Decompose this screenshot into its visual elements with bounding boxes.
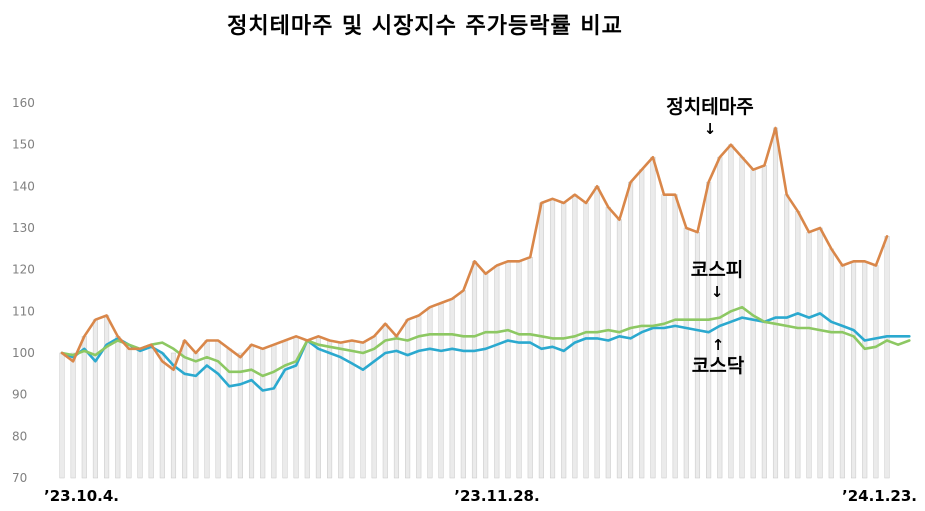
annotation-arrow: ↑ [712, 336, 725, 354]
grid-bar [315, 336, 321, 479]
grid-bar [360, 342, 366, 479]
grid-bar [260, 348, 266, 479]
grid-bar [204, 340, 210, 479]
grid-bar [427, 306, 433, 479]
grid-bar [438, 302, 444, 479]
grid-bar [193, 352, 199, 479]
series-line [60, 312, 911, 392]
grid-bar [81, 336, 87, 479]
grid-bar [661, 194, 667, 479]
grid-bar [382, 323, 388, 479]
y-tick-label: 120 [12, 263, 35, 277]
x-tick-label: ’23.10.4. [44, 487, 119, 505]
grid-bar [271, 344, 277, 479]
grid-bar [59, 352, 65, 479]
grid-bar [304, 340, 310, 479]
y-tick-label: 90 [12, 388, 27, 402]
grid-bar [248, 344, 255, 479]
annotation-arrow: ↓ [711, 283, 724, 301]
annotation-label: 코스피 [691, 259, 743, 281]
grid-bar [282, 340, 288, 479]
grid-bar [159, 352, 165, 479]
grid-bar [104, 315, 110, 479]
grid-bar [483, 273, 489, 479]
annotation-label: 정치테마주 [666, 96, 753, 118]
y-tick-label: 140 [12, 179, 35, 193]
grid-bar [516, 261, 522, 479]
annotation-arrow: ↓ [704, 120, 717, 138]
grid-bar [784, 194, 790, 479]
grid-bar [338, 342, 344, 479]
grid-bar [126, 348, 132, 479]
grid-bar [115, 336, 121, 479]
grid-bar [628, 181, 634, 479]
y-tick-label: 160 [12, 96, 35, 110]
annotations: 정치테마주 ↓ 코스피 ↓ 코스닥↑ [666, 96, 753, 377]
annotation-label: 코스닥 [692, 355, 745, 377]
vertical-grid-bars [59, 127, 890, 479]
grid-bar [449, 298, 455, 479]
grid-bar [828, 248, 834, 479]
chart-title: 정치테마주 및 시장지수 주가등락률 비교 [227, 14, 623, 39]
grid-bar [92, 319, 98, 479]
grid-bar [806, 231, 812, 479]
series-lines [60, 126, 911, 392]
grid-bar [137, 348, 143, 479]
grid-bar [226, 348, 232, 479]
grid-bar [182, 340, 188, 479]
grid-bar [839, 265, 845, 479]
grid-bar [862, 261, 868, 479]
grid-bar [527, 256, 533, 479]
grid-bar [561, 202, 567, 479]
grid-bar [405, 319, 411, 479]
grid-bar [616, 219, 622, 479]
grid-bar [884, 236, 890, 479]
x-tick-label: ’23.11.28. [454, 487, 539, 505]
grid-bar [471, 261, 478, 479]
y-tick-label: 80 [12, 429, 27, 443]
grid-bar [817, 227, 823, 479]
y-tick-label: 100 [12, 346, 35, 360]
grid-bar [538, 202, 544, 479]
grid-bar [851, 261, 857, 479]
grid-bar [327, 340, 333, 479]
grid-bar [605, 206, 611, 479]
y-tick-label: 70 [12, 471, 27, 485]
grid-bar [683, 227, 689, 479]
x-axis: ’23.10.4. ’23.11.28. ’24.1.23. [44, 487, 917, 505]
y-axis: 70 80 90 100 110 120 130 140 150 160 [12, 96, 35, 485]
grid-bar [795, 211, 801, 479]
grid-bar [650, 156, 656, 479]
grid-bar [873, 265, 879, 479]
grid-bar [70, 352, 76, 479]
series-line [60, 305, 911, 378]
grid-bar [672, 194, 678, 479]
grid-bar [505, 261, 511, 479]
y-tick-label: 130 [12, 221, 35, 235]
series-line [60, 126, 889, 372]
grid-bar [170, 352, 177, 479]
grid-bar [772, 127, 779, 479]
y-tick-label: 110 [12, 304, 35, 318]
grid-bar [393, 336, 400, 479]
grid-bar [639, 169, 645, 479]
grid-bar [148, 344, 154, 479]
grid-bar [371, 336, 377, 479]
grid-bar [583, 202, 589, 479]
x-tick-label: ’24.1.23. [842, 487, 917, 505]
grid-bar [460, 290, 466, 479]
grid-bar [416, 315, 422, 479]
grid-bar [237, 352, 243, 479]
y-tick-label: 150 [12, 138, 35, 152]
grid-bar [750, 169, 756, 479]
grid-bar [494, 265, 500, 479]
